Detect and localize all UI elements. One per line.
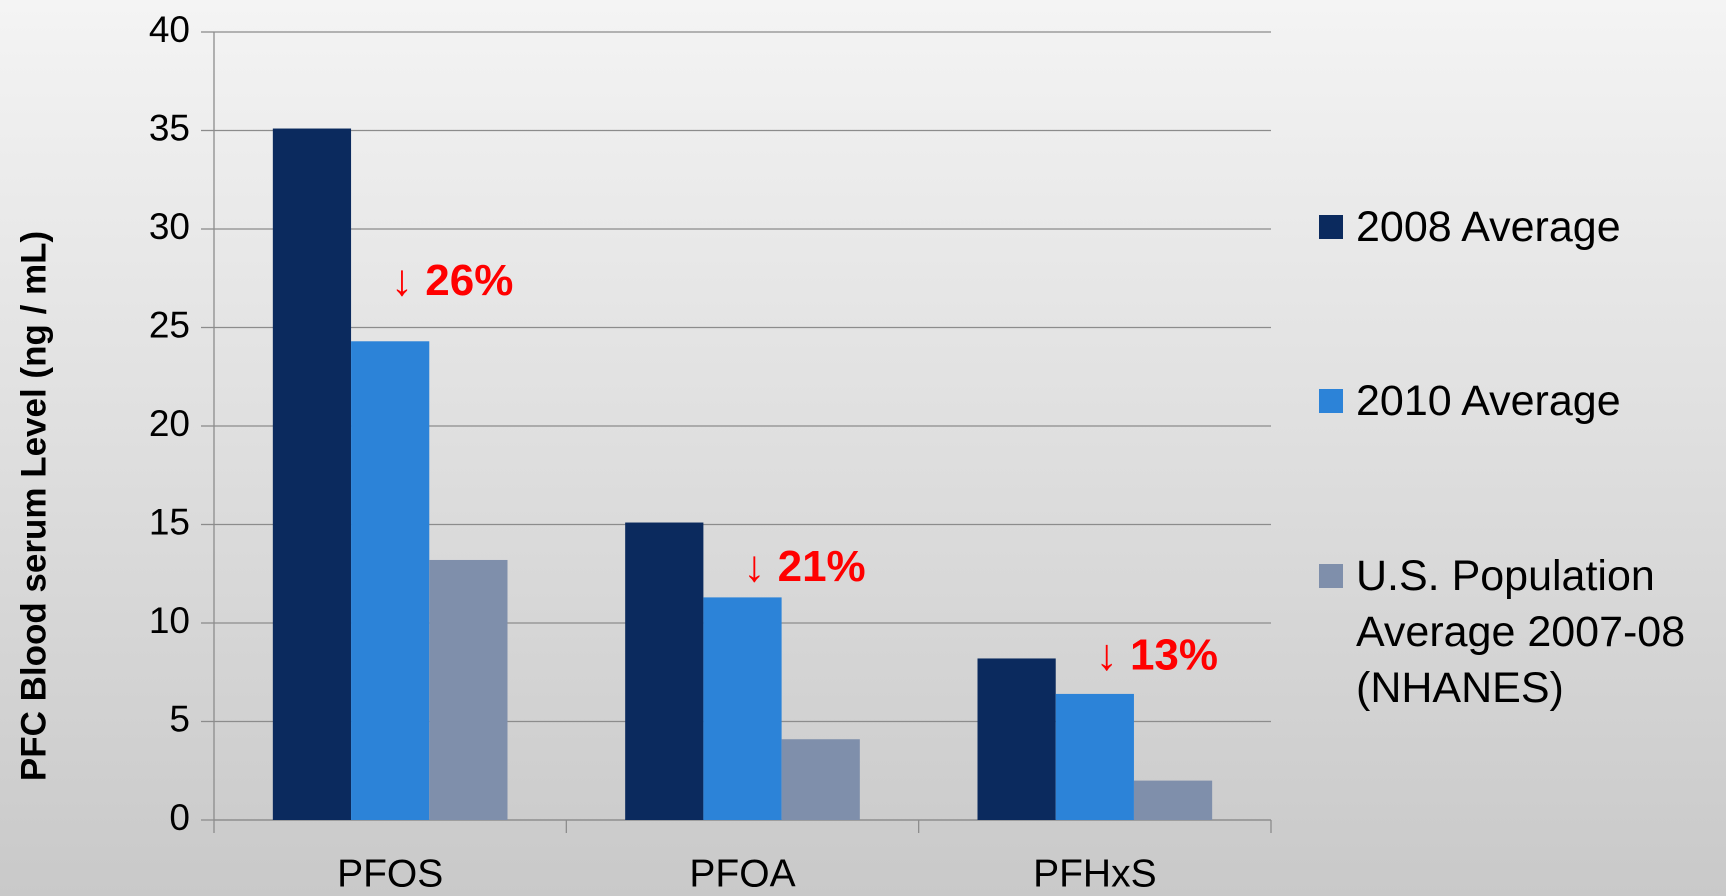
bar xyxy=(1133,780,1213,820)
legend-label: U.S. Population Average 2007-08 (NHANES) xyxy=(1356,552,1686,712)
y-tick-label: 30 xyxy=(149,206,190,247)
bar xyxy=(272,128,352,820)
y-tick-label: 10 xyxy=(149,600,190,641)
y-tick-label: 25 xyxy=(149,304,190,345)
legend-label: 2008 Average xyxy=(1356,203,1621,251)
legend-swatch xyxy=(1319,389,1343,413)
annotation: ↓ 26% xyxy=(391,256,513,305)
y-tick-label: 5 xyxy=(169,698,190,739)
y-tick-label: 35 xyxy=(149,107,190,148)
legend-swatch xyxy=(1319,564,1343,588)
annotation: ↓ 13% xyxy=(1096,631,1218,680)
y-tick-label: 0 xyxy=(169,797,190,838)
bar xyxy=(703,597,782,820)
bar xyxy=(625,522,704,820)
x-tick-label: PFHxS xyxy=(1033,852,1157,895)
bar xyxy=(429,559,508,820)
legend-swatch xyxy=(1319,215,1343,239)
bar xyxy=(351,341,430,820)
y-axis-label: PFC Blood serum Level (ng / mL) xyxy=(14,231,53,781)
y-tick-label: 40 xyxy=(149,9,190,50)
x-tick-label: PFOA xyxy=(689,852,795,895)
legend-label: 2010 Average xyxy=(1356,377,1621,425)
bar xyxy=(977,658,1056,820)
bar xyxy=(781,739,860,820)
bar xyxy=(1055,693,1134,820)
y-tick-label: 20 xyxy=(149,403,190,444)
y-tick-label: 15 xyxy=(149,501,190,542)
annotation: ↓ 21% xyxy=(743,542,865,591)
x-tick-label: PFOS xyxy=(337,852,443,895)
